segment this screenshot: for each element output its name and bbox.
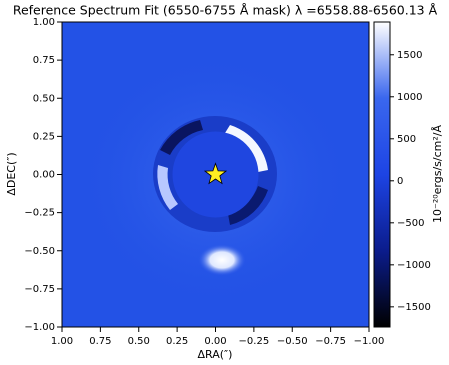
colorbar-tick-label: 0 <box>397 176 403 187</box>
colorbar-tick-label: −1500 <box>397 302 431 313</box>
colorbar <box>373 21 391 328</box>
star-marker <box>203 162 228 185</box>
x-tick-label: −0.25 <box>239 336 270 347</box>
y-tick-label: 0.50 <box>33 93 55 104</box>
y-axis-label: ΔDEC(″) <box>5 152 18 195</box>
y-tick-label: −1.00 <box>24 322 55 333</box>
y-tick-label: −0.25 <box>24 208 55 219</box>
image <box>62 22 369 327</box>
x-tick-label: 0.00 <box>204 336 226 347</box>
colorbar-tick-label: −1000 <box>397 260 431 271</box>
x-axis-label: ΔRA(″) <box>198 348 233 361</box>
y-tick-label: 1.00 <box>33 17 55 28</box>
x-tick-label: 0.75 <box>89 336 111 347</box>
y-tick-label: 0.25 <box>33 131 55 142</box>
chart-title: Reference Spectrum Fit (6550-6755 Å mask… <box>13 3 438 18</box>
colorbar-label: 10⁻²⁰ergs/s/cm²/Å <box>431 125 444 223</box>
x-tick-label: 0.25 <box>166 336 188 347</box>
y-tick-label: −0.50 <box>24 246 55 257</box>
colorbar-tick-label: 1500 <box>397 50 422 61</box>
y-tick-label: 0.00 <box>33 170 55 181</box>
x-tick-label: 0.50 <box>128 336 150 347</box>
x-tick-label: 1.00 <box>51 336 73 347</box>
x-tick-label: −0.75 <box>315 336 346 347</box>
colorbar-tick-label: 1000 <box>397 92 422 103</box>
y-tick-label: 0.75 <box>33 55 55 66</box>
x-tick-label: −1.00 <box>354 336 385 347</box>
colorbar-tick-label: 500 <box>397 134 416 145</box>
x-tick-label: −0.50 <box>277 336 308 347</box>
colorbar-tick-label: −500 <box>397 218 424 229</box>
y-tick-label: −0.75 <box>24 284 55 295</box>
